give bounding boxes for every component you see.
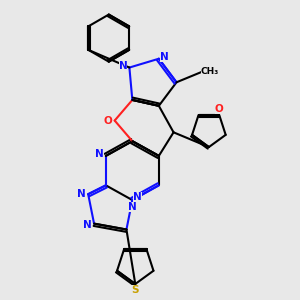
Text: CH₃: CH₃	[201, 68, 219, 76]
Text: N: N	[77, 189, 86, 199]
Text: N: N	[160, 52, 169, 62]
Text: O: O	[215, 103, 224, 114]
Text: N: N	[83, 220, 92, 230]
Text: O: O	[104, 116, 112, 126]
Text: S: S	[131, 285, 138, 296]
Text: N: N	[118, 61, 127, 71]
Text: N: N	[128, 202, 137, 212]
Text: N: N	[95, 149, 104, 159]
Text: N: N	[133, 192, 142, 202]
